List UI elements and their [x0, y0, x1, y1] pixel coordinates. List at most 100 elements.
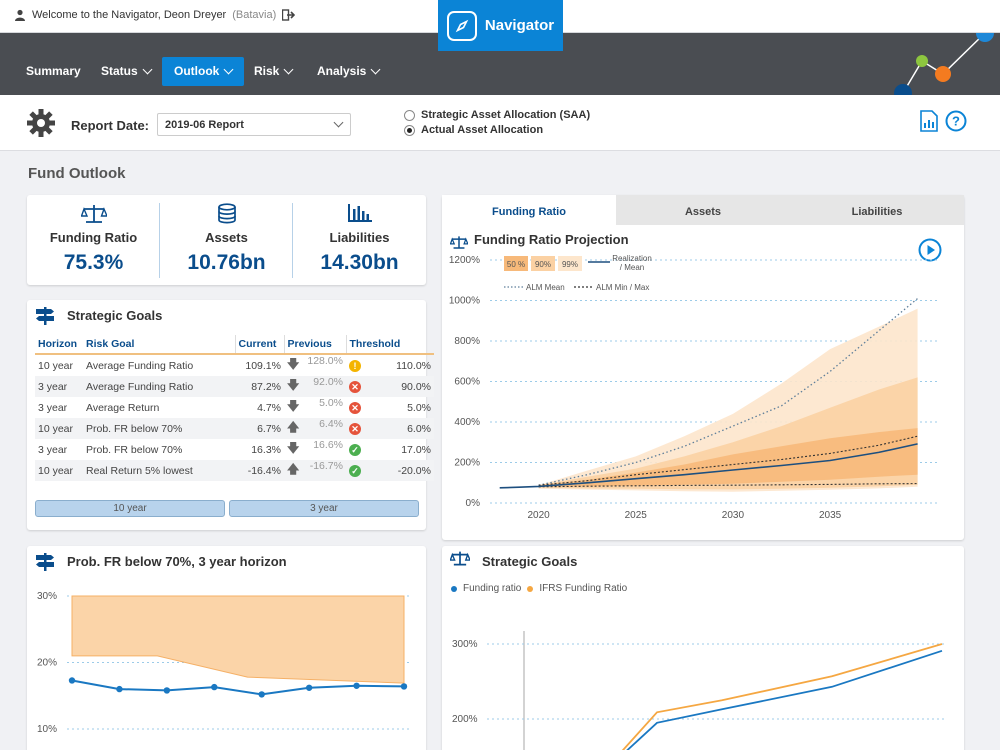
chevron-down-icon: [142, 64, 153, 75]
nav-outlook-label: Outlook: [174, 64, 220, 78]
kpi-label: Liabilities: [329, 230, 390, 245]
signpost-icon: [36, 553, 54, 571]
legend-99-label: 99%: [562, 260, 578, 269]
cell-current: 87.2%: [235, 376, 284, 397]
x-tick-label: 2025: [625, 510, 648, 521]
welcome-message: Welcome to the Navigator, Deon Dreyer (B…: [14, 9, 296, 21]
kpi-funding-ratio: Funding Ratio 75.3%: [27, 195, 160, 285]
series-realization-mean: [499, 443, 918, 489]
tab-liabilities[interactable]: Liabilities: [851, 206, 903, 218]
nav-analysis-label: Analysis: [317, 64, 367, 78]
horizon-3-year-button[interactable]: 3 year: [229, 500, 419, 517]
y-tick-label: 30%: [37, 591, 57, 602]
cell-current: 6.7%: [235, 418, 284, 439]
nav-risk[interactable]: Risk: [242, 57, 304, 86]
projection-tabs: Funding Ratio Assets Liabilities: [442, 195, 964, 225]
kpi-label: Assets: [205, 230, 248, 245]
col-horizon[interactable]: Horizon: [35, 335, 83, 355]
data-point: [258, 691, 265, 698]
y-tick-label: 800%: [454, 336, 480, 347]
strategic-goals-chart-card: Strategic Goals Funding ratio IFRS Fundi…: [442, 546, 964, 750]
report-controls: Report Date: 2019-06 Report Strategic As…: [0, 95, 1000, 151]
cell-current: 109.1%: [245, 359, 281, 372]
threshold-value: 5.0%: [407, 401, 431, 414]
x-tick-label: 2030: [722, 510, 745, 521]
legend-realization-label: Realization: [612, 254, 652, 263]
cell-current: 16.3%: [251, 443, 281, 456]
nav-status[interactable]: Status: [89, 57, 163, 86]
legend-ifrs-funding-ratio[interactable]: IFRS Funding Ratio: [539, 583, 628, 594]
chevron-down-icon: [333, 117, 344, 128]
radio-button[interactable]: [404, 109, 415, 121]
cell-risk-goal: Prob. FR below 70%: [86, 443, 183, 456]
logout-icon[interactable]: [282, 9, 296, 21]
page-title: Fund Outlook: [28, 165, 126, 182]
previous-value: 5.0%: [319, 397, 343, 409]
previous-value: 128.0%: [307, 355, 343, 367]
divider: [292, 203, 293, 278]
cell-risk-goal: Prob. FR below 70%: [83, 418, 235, 439]
cell-horizon: 10 year: [38, 359, 74, 372]
status-bad-icon: ✕: [349, 401, 361, 414]
kpi-label: Funding Ratio: [49, 230, 138, 245]
report-date-select[interactable]: 2019-06 Report: [157, 113, 351, 136]
cell-horizon: 10 year: [35, 418, 83, 439]
kpi-value: 10.76bn: [187, 251, 266, 274]
arrow-down-icon: 🡇: [287, 378, 300, 392]
threshold-value: 6.0%: [407, 422, 431, 435]
horizon-10-year-button[interactable]: 10 year: [35, 500, 225, 517]
cell-threshold: ✕ 90.0%: [346, 376, 434, 397]
cell-current: 4.7%: [257, 401, 281, 414]
x-tick-label: 2035: [819, 510, 842, 521]
cell-risk-goal: Average Funding Ratio: [86, 359, 194, 372]
cell-threshold: ! 110.0%: [346, 354, 434, 376]
table-row: 10 year Average Funding Ratio 109.1% 🡇 128.0…: [35, 354, 434, 376]
prob-fr-chart: 10% 20% 30%: [37, 591, 409, 735]
radio-actual[interactable]: Actual Asset Allocation: [404, 124, 543, 136]
col-risk-goal[interactable]: Risk Goal: [83, 335, 235, 355]
balance-scale-icon: [450, 551, 470, 566]
kpi-assets: Assets 10.76bn: [160, 195, 293, 285]
col-threshold[interactable]: Threshold: [345, 335, 434, 355]
data-point: [305, 684, 313, 691]
y-tick-label: 400%: [454, 417, 480, 428]
tab-assets[interactable]: Assets: [684, 206, 722, 218]
series-ifrs-funding-ratio: [621, 643, 943, 750]
report-date-value: 2019-06 Report: [165, 119, 244, 131]
navigator-logo[interactable]: Navigator: [438, 0, 563, 51]
series-funding-ratio: [626, 649, 943, 750]
data-point: [163, 687, 171, 694]
radio-button-selected[interactable]: [404, 124, 415, 136]
data-point: [116, 685, 123, 693]
previous-value: 6.4%: [319, 418, 343, 430]
radio-saa[interactable]: Strategic Asset Allocation (SAA): [404, 109, 590, 121]
legend-funding-ratio[interactable]: Funding ratio: [463, 583, 522, 594]
threshold-value: 17.0%: [401, 443, 431, 456]
y-tick-label: 1000%: [449, 296, 480, 307]
strategic-goals-chart: 200% 300%: [452, 631, 947, 750]
threshold-band: [71, 595, 405, 684]
table-row: 3 year Average Funding Ratio 87.2% 🡇 92.0% ✕ 9…: [35, 376, 434, 397]
series-alm-min: [538, 483, 918, 488]
arrow-up-icon: 🡅: [287, 420, 300, 434]
nav-status-label: Status: [101, 64, 138, 78]
col-previous[interactable]: Previous: [283, 335, 346, 355]
kpi-value: 14.30bn: [320, 251, 399, 274]
gear-icon[interactable]: [26, 108, 56, 138]
legend-50-swatch: [504, 256, 528, 271]
radio-actual-label: Actual Asset Allocation: [421, 124, 544, 136]
help-icon[interactable]: ?: [945, 110, 967, 132]
nav-outlook[interactable]: Outlook: [162, 57, 245, 86]
tab-funding-ratio[interactable]: Funding Ratio: [442, 195, 616, 225]
cell-previous: 🡇 16.6%: [284, 439, 346, 460]
data-point: [68, 677, 76, 684]
cell-horizon: 3 year: [38, 443, 68, 456]
threshold-value: 110.0%: [396, 359, 431, 372]
y-tick-label: 1200%: [449, 255, 480, 266]
nav-analysis[interactable]: Analysis: [305, 57, 391, 86]
cell-previous: 🡇 128.0%: [284, 354, 346, 376]
nav-summary[interactable]: Summary: [14, 57, 93, 86]
report-document-icon[interactable]: [920, 110, 938, 132]
nav-summary-label: Summary: [26, 64, 81, 78]
col-current[interactable]: Current: [234, 335, 284, 355]
